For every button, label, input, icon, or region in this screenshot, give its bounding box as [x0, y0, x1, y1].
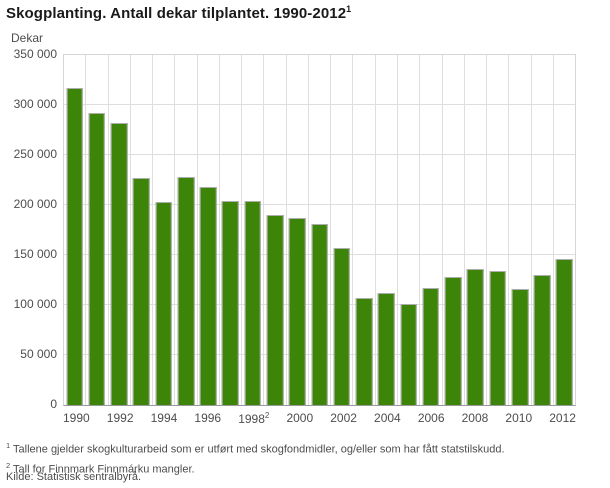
chart-column-2012 — [554, 55, 575, 405]
x-axis-tick-label — [445, 411, 462, 426]
chart-column-2006 — [420, 55, 443, 405]
bar-2003[interactable] — [355, 298, 373, 405]
bar-1991[interactable] — [88, 113, 106, 405]
bar-2005[interactable] — [400, 304, 417, 405]
gridline — [64, 204, 575, 205]
bar-2012[interactable] — [556, 259, 573, 405]
x-axis-tick-label: 2008 — [461, 411, 489, 425]
x-axis-tick-label: 2000 — [286, 411, 314, 425]
y-axis-unit-label: Dekar — [11, 31, 44, 45]
y-axis-tick-label: 200 000 — [13, 197, 57, 211]
x-axis-tick-label — [269, 411, 286, 426]
chart-column-1993 — [131, 55, 154, 405]
chart-column-2011 — [532, 55, 554, 405]
x-axis-tick-label: 2012 — [549, 411, 576, 425]
x-axis-tick-label: 1996 — [194, 411, 222, 425]
x-axis-tick-label — [90, 411, 107, 426]
chart-column-2001 — [309, 55, 332, 405]
bar-2004[interactable] — [378, 293, 395, 405]
x-axis-tick-label — [532, 411, 549, 426]
x-axis-tick-label — [357, 411, 374, 426]
chart-column-1998 — [242, 55, 265, 405]
y-axis-tick-label: 50 000 — [20, 347, 57, 361]
x-axis-tick-label: 2004 — [374, 411, 401, 425]
footnote: 1 Tallene gjelder skogkulturarbeid som e… — [6, 441, 505, 456]
chart-column-1994 — [153, 55, 176, 405]
chart-column-2003 — [353, 55, 376, 405]
gridline — [64, 154, 575, 155]
bar-1993[interactable] — [133, 178, 150, 405]
y-axis-tick-labels: 350 000 300 000 250 000 200 000 150 000 100 0… — [0, 47, 57, 411]
chart-title-footnote-marker: 1 — [346, 4, 352, 14]
bar-1994[interactable] — [155, 202, 172, 405]
bar-1997[interactable] — [222, 201, 239, 405]
chart-column-1996 — [198, 55, 220, 405]
chart-column-2000 — [287, 55, 309, 405]
chart-title: Skogplanting. Antall dekar tilplantet. 1… — [6, 4, 351, 22]
footnote-marker: 2 — [6, 460, 11, 470]
chart-column-1990 — [64, 55, 87, 405]
footnotes: 1 Tallene gjelder skogkulturarbeid som e… — [6, 438, 505, 477]
x-axis-tick-label — [177, 411, 194, 426]
chart-column-1992 — [109, 55, 131, 405]
chart-column-2009 — [487, 55, 510, 405]
x-axis-tick-labels: 1990 1992 1994 1996 19982 2000 2002 2004 2006 200… — [63, 411, 576, 426]
chart-column-1991 — [86, 55, 109, 405]
chart-column-1995 — [175, 55, 198, 405]
y-axis-tick-label: 350 000 — [13, 47, 57, 61]
chart-column-2002 — [331, 55, 354, 405]
x-axis-tick-label: 2006 — [417, 411, 445, 425]
bar-columns — [64, 55, 575, 405]
chart-column-2004 — [376, 55, 398, 405]
chart-column-2005 — [398, 55, 421, 405]
bar-2007[interactable] — [444, 277, 462, 405]
x-axis-tick-label — [401, 411, 418, 426]
bar-1990[interactable] — [66, 88, 83, 405]
x-axis-tick-label — [313, 411, 330, 426]
x-axis-tick-label — [221, 411, 238, 426]
gridline — [64, 104, 575, 105]
y-axis-tick-label: 100 000 — [13, 297, 57, 311]
x-axis-tick-label: 1994 — [150, 411, 178, 425]
y-axis-tick-label: 250 000 — [13, 147, 57, 161]
bar-1998[interactable] — [244, 201, 262, 405]
x-axis-tick-label — [134, 411, 151, 426]
footnote: 2 Tall for Finnmark Finnmárku mangler. — [6, 460, 195, 476]
bar-1995[interactable] — [177, 177, 195, 405]
chart-column-2010 — [509, 55, 532, 405]
bar-1992[interactable] — [110, 123, 128, 405]
x-axis-tick-label: 2010 — [505, 411, 533, 425]
bar-1999[interactable] — [266, 215, 284, 405]
bar-2006[interactable] — [422, 288, 440, 405]
bar-2002[interactable] — [333, 248, 351, 405]
bar-1996[interactable] — [199, 187, 217, 405]
chart-column-2008 — [465, 55, 488, 405]
x-axis-tick-label: 2002 — [330, 411, 357, 425]
bar-2000[interactable] — [288, 218, 306, 405]
y-axis-tick-label: 150 000 — [13, 247, 57, 261]
footnote-marker: 1 — [6, 441, 11, 450]
bar-2009[interactable] — [489, 271, 506, 405]
bar-2011[interactable] — [533, 275, 551, 405]
chart-column-1997 — [220, 55, 243, 405]
x-axis-tick-label: 19982 — [238, 411, 270, 426]
chart-column-2007 — [443, 55, 465, 405]
chart-title-text: Skogplanting. Antall dekar tilplantet. 1… — [6, 5, 347, 22]
x-axis-tick-label: 1992 — [106, 411, 134, 425]
y-axis-tick-label: 300 000 — [13, 97, 57, 111]
bar-2001[interactable] — [311, 224, 328, 405]
plot-area — [63, 54, 576, 406]
bar-2008[interactable] — [467, 269, 484, 405]
x-axis-tick-label — [488, 411, 505, 426]
source-line: Kilde: Statistisk sentralbyrå. — [6, 471, 142, 483]
y-axis-tick-label: 0 — [50, 397, 57, 411]
x-axis-tick-label: 1990 — [63, 411, 90, 425]
x-tick-footnote-marker: 2 — [264, 411, 270, 420]
chart-column-1999 — [264, 55, 287, 405]
bar-2010[interactable] — [511, 289, 529, 405]
